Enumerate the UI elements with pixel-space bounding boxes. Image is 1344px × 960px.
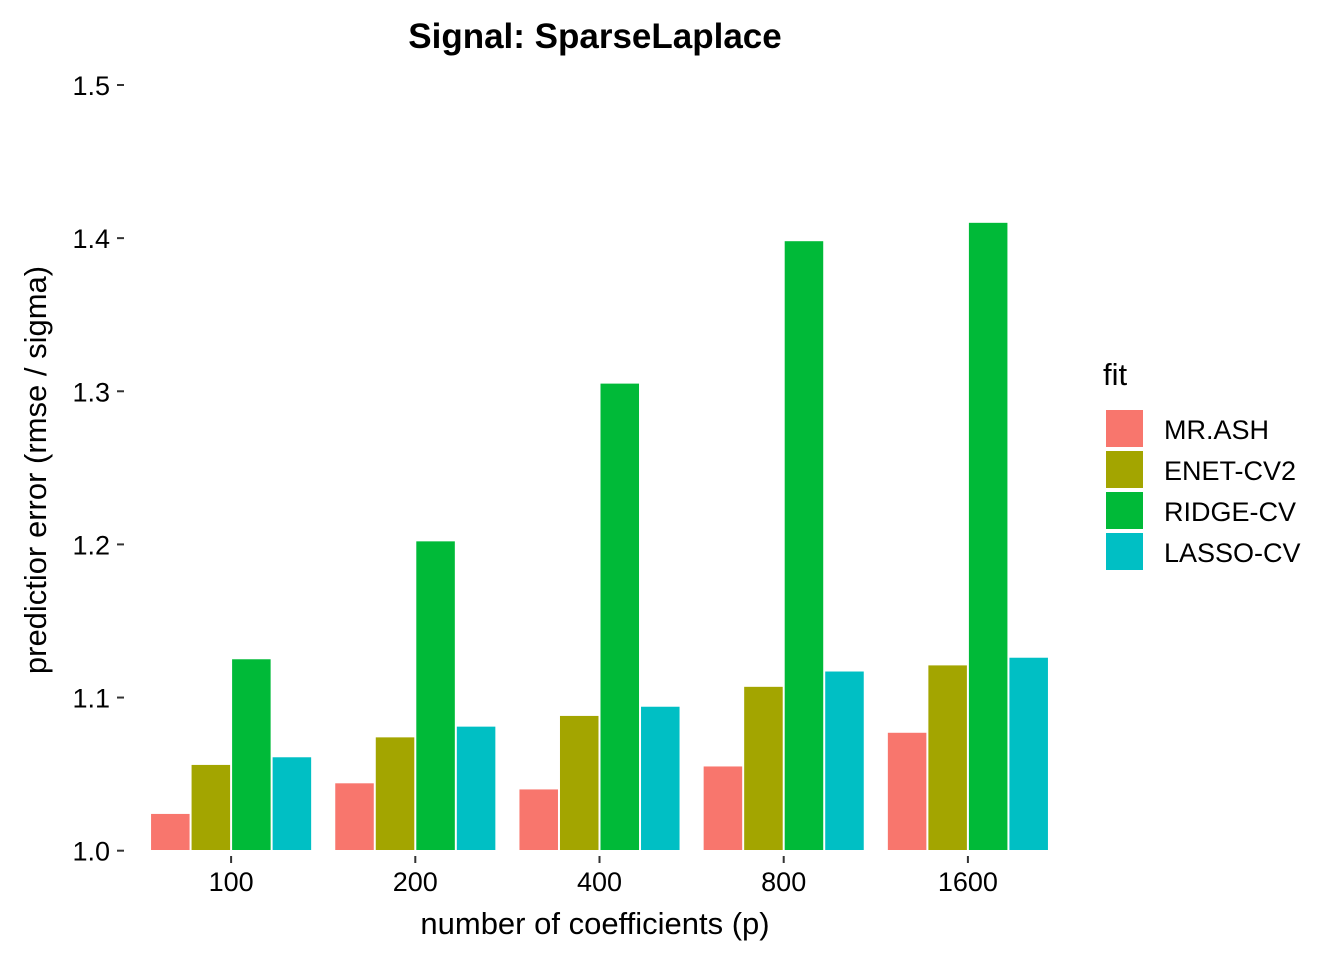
bar-enet-cv2-400 [559, 715, 599, 850]
y-tick-label: 1.5 [72, 71, 110, 101]
legend-swatch [1106, 451, 1143, 488]
bar-enet-cv2-800 [744, 686, 783, 850]
bar-mr-ash-200 [335, 783, 374, 850]
legend-swatch [1106, 533, 1143, 570]
legend-label: RIDGE-CV [1164, 497, 1296, 527]
bar-mr-ash-1600 [887, 732, 927, 850]
legend: fit MR.ASH ENET-CV2 RIDGE-CV LASSO-CV [1103, 357, 1301, 570]
y-tick-label: 1.3 [72, 377, 110, 407]
bar-lasso-cv-400 [641, 706, 680, 850]
y-axis-label: predictior error (rmse / sigma) [18, 266, 53, 674]
bar-mr-ash-800 [703, 766, 743, 850]
x-tick-label: 1600 [938, 867, 998, 897]
bar-ridge-cv-1600 [968, 222, 1008, 850]
bar-enet-cv2-200 [375, 737, 415, 850]
legend-label: MR.ASH [1164, 415, 1269, 445]
y-tick-label: 1.4 [72, 224, 110, 254]
legend-items: MR.ASH ENET-CV2 RIDGE-CV LASSO-CV [1106, 410, 1301, 570]
bar-enet-cv2-1600 [928, 665, 967, 850]
legend-label: ENET-CV2 [1164, 456, 1296, 486]
bar-ridge-cv-800 [784, 241, 824, 850]
bar-mr-ash-400 [519, 789, 558, 850]
legend-label: LASSO-CV [1164, 538, 1301, 568]
bar-lasso-cv-1600 [1009, 657, 1048, 850]
y-tick-label: 1.1 [72, 684, 110, 714]
bars [151, 222, 1048, 850]
x-tick-label: 800 [761, 867, 806, 897]
bar-enet-cv2-100 [191, 764, 231, 850]
y-axis: 1.0 1.1 1.2 1.3 1.4 1.5 [72, 71, 124, 867]
legend-swatch [1106, 410, 1143, 447]
x-axis-label: number of coefficients (p) [420, 906, 769, 941]
x-tick-label: 400 [577, 867, 622, 897]
y-tick-label: 1.2 [72, 530, 110, 560]
bar-lasso-cv-100 [272, 757, 312, 850]
legend-swatch [1106, 492, 1143, 529]
bar-lasso-cv-800 [825, 671, 864, 850]
x-tick-label: 200 [393, 867, 438, 897]
bar-ridge-cv-100 [232, 659, 271, 850]
bar-lasso-cv-200 [456, 726, 496, 850]
y-tick-label: 1.0 [72, 837, 110, 867]
bar-ridge-cv-200 [416, 541, 455, 850]
legend-title: fit [1103, 357, 1128, 392]
x-axis: 100 200 400 800 1600 [209, 856, 998, 897]
bar-mr-ash-100 [151, 813, 190, 850]
bar-ridge-cv-400 [600, 383, 640, 850]
chart-title: Signal: SparseLaplace [408, 17, 781, 56]
x-tick-label: 100 [209, 867, 254, 897]
